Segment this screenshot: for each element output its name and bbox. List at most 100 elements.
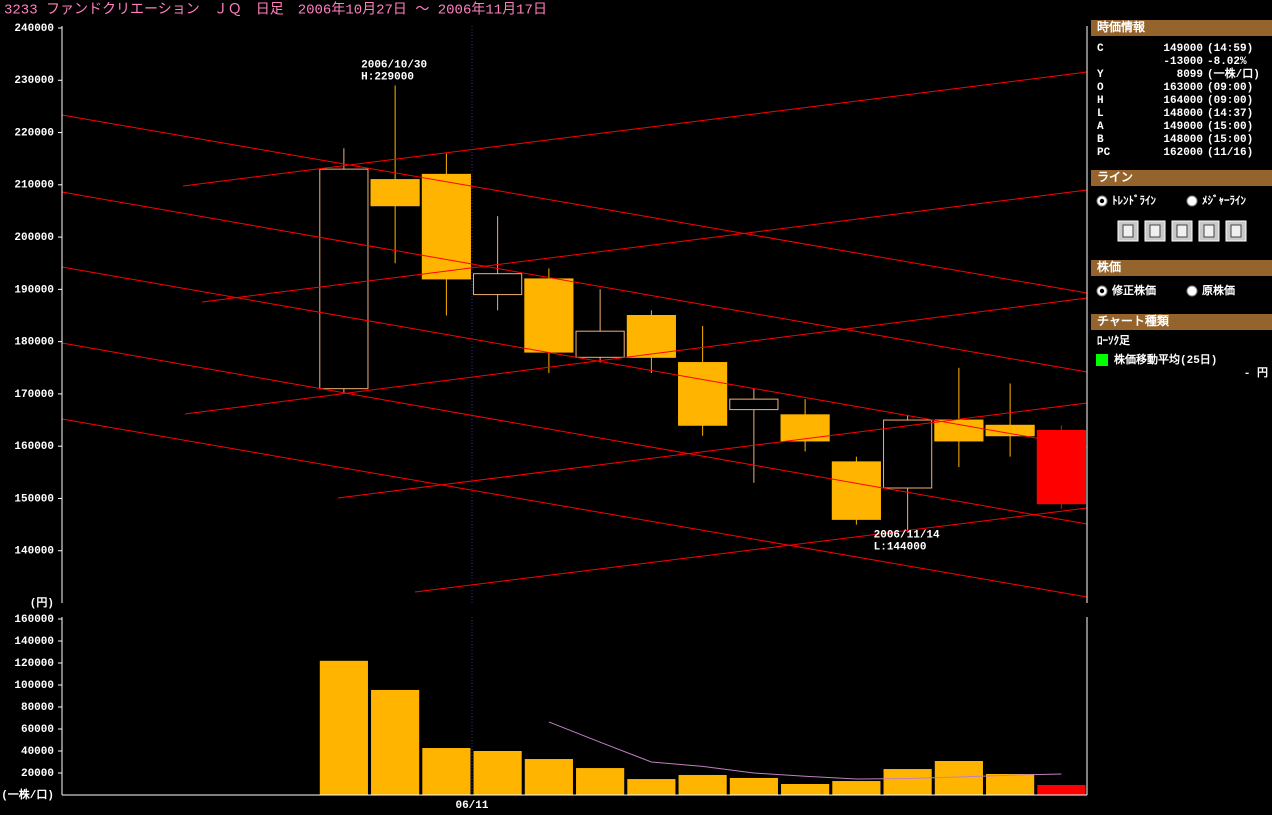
quote-note: (11/16) — [1207, 147, 1253, 159]
quote-value: 148000 — [1163, 134, 1203, 146]
trend-line — [414, 507, 1087, 593]
candle-body — [370, 179, 420, 207]
volume-bar — [627, 779, 676, 795]
y-tick-label: 20000 — [21, 768, 54, 780]
volume-bar — [832, 781, 881, 795]
y-tick-label: 120000 — [14, 658, 54, 670]
annotation-date: 2006/11/14 — [874, 530, 940, 542]
quote-value: 164000 — [1163, 95, 1203, 107]
section-header-label: 株価 — [1097, 259, 1121, 275]
section-header — [1091, 314, 1272, 330]
candle-body — [524, 278, 574, 353]
moving-average-line — [548, 721, 1062, 780]
radio-button[interactable] — [1186, 195, 1198, 207]
radio-label[interactable]: ﾄﾚﾝﾄﾞﾗｲﾝ — [1112, 193, 1156, 208]
y-tick-label: 140000 — [14, 636, 54, 648]
quote-value: 163000 — [1163, 82, 1203, 94]
y-tick-label: 180000 — [14, 337, 54, 349]
candle-body — [319, 168, 369, 390]
section-header-label: 時価情報 — [1097, 19, 1146, 35]
quote-key: L — [1097, 108, 1104, 120]
y-tick-label: 140000 — [14, 546, 54, 558]
y-tick-label: 240000 — [14, 23, 54, 35]
annotation-label: L:144000 — [874, 542, 927, 554]
candle-body — [985, 424, 1035, 437]
candle-body — [729, 398, 779, 411]
tool-icon — [1230, 224, 1242, 238]
y-tick-label: 160000 — [14, 614, 54, 626]
annotation-label: H:229000 — [361, 71, 414, 83]
volume-bar — [883, 769, 932, 795]
x-tick-label: 06/11 — [455, 800, 488, 812]
chart-title: 3233 ファンドクリエーション ＪＱ 日足 2006年10月27日 ～ 200… — [4, 2, 547, 19]
y-tick-label: 150000 — [14, 493, 54, 505]
candle-body — [1036, 430, 1086, 505]
y-tick-label: 200000 — [14, 232, 54, 244]
section-header — [1091, 20, 1272, 36]
annotation: 2006/10/30H:229000 — [361, 59, 427, 83]
candle-body — [883, 419, 933, 489]
quote-key: H — [1097, 95, 1104, 107]
trend-line — [182, 71, 1087, 187]
y-tick-label: 60000 — [21, 724, 54, 736]
radio-dot — [1099, 198, 1105, 204]
y-tick-label: 190000 — [14, 284, 54, 296]
quote-note: (一株/口) — [1207, 66, 1260, 81]
tool-icon — [1149, 224, 1161, 238]
volume-bar — [781, 784, 830, 795]
quote-value: 149000 — [1163, 121, 1203, 133]
trend-line — [184, 297, 1087, 415]
y-tick-label: 210000 — [14, 180, 54, 192]
indicator-label: 株価移動平均(25日) — [1114, 352, 1217, 367]
candle-body — [421, 173, 471, 280]
volume-bar — [319, 660, 368, 795]
quote-note: (09:00) — [1207, 95, 1253, 107]
y-tick-label: 100000 — [14, 680, 54, 692]
radio-dot — [1099, 288, 1105, 294]
annotation-date: 2006/10/30 — [361, 59, 427, 71]
quote-key: A — [1097, 121, 1104, 133]
candle-body — [575, 330, 625, 358]
candle-body — [831, 461, 881, 520]
quote-value: -13000 — [1163, 56, 1203, 68]
trend-line — [337, 402, 1087, 499]
quote-key: Y — [1097, 69, 1104, 81]
candle-body — [934, 419, 984, 442]
quote-note: (15:00) — [1207, 121, 1253, 133]
radio-label[interactable]: 修正株価 — [1111, 283, 1156, 298]
quote-key: C — [1097, 43, 1104, 55]
candle-body — [626, 315, 676, 358]
y-tick-label: 170000 — [14, 389, 54, 401]
volume-bar — [473, 751, 522, 795]
radio-label[interactable]: ﾒｼﾞｬｰﾗｲﾝ — [1202, 193, 1246, 208]
trend-line — [62, 418, 1087, 598]
tool-icon — [1122, 224, 1134, 238]
candle-body — [678, 362, 728, 426]
volume-bar — [729, 777, 778, 795]
volume-bar — [986, 773, 1035, 795]
y-unit-label: (一株/口) — [1, 787, 54, 802]
trend-lines — [62, 71, 1087, 598]
trend-line — [201, 189, 1087, 303]
trend-line — [62, 266, 1087, 448]
tool-icon — [1176, 224, 1188, 238]
quote-note: (15:00) — [1207, 134, 1253, 146]
y-tick-label: 80000 — [21, 702, 54, 714]
section-header — [1091, 170, 1272, 186]
section-header-label: ライン — [1097, 170, 1133, 185]
quote-value: 8099 — [1177, 69, 1203, 81]
quote-value: 162000 — [1163, 147, 1203, 159]
volume-bar — [678, 774, 727, 795]
volume-bar — [371, 689, 420, 795]
quote-value: 149000 — [1163, 43, 1203, 55]
section-header-label: チャート種類 — [1097, 313, 1170, 329]
radio-button[interactable] — [1186, 285, 1198, 297]
radio-label[interactable]: 原株価 — [1202, 283, 1235, 298]
volume-bar — [524, 759, 573, 795]
tool-icon — [1203, 224, 1215, 238]
y-unit-label: (円) — [30, 596, 54, 610]
annotation: 2006/11/14L:144000 — [874, 530, 940, 554]
quote-note: -8.02% — [1207, 56, 1247, 68]
quote-key: O — [1097, 82, 1104, 94]
section-header — [1091, 260, 1272, 276]
